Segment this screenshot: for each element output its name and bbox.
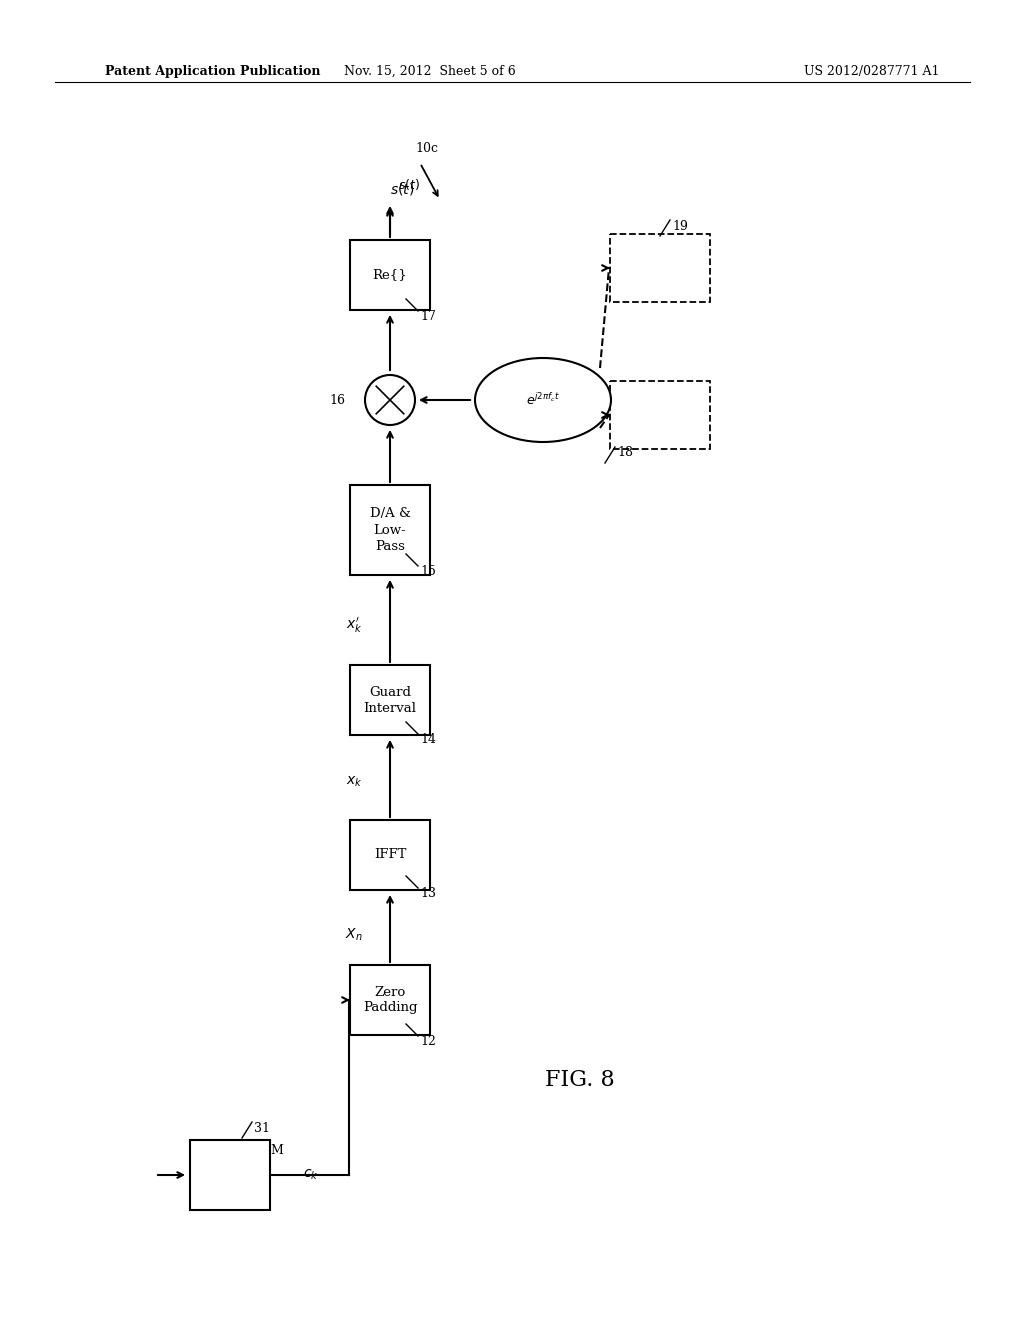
Text: 14: 14: [420, 733, 436, 746]
Bar: [350, 965, 430, 1035]
Bar: [350, 820, 430, 890]
Text: $s(t)$: $s(t)$: [398, 177, 420, 191]
Text: D/A &
Low-
Pass: D/A & Low- Pass: [370, 507, 411, 553]
Text: 15: 15: [420, 565, 436, 578]
Text: 12: 12: [420, 1035, 436, 1048]
Text: Patent Application Publication: Patent Application Publication: [105, 65, 321, 78]
Text: $X_n$: $X_n$: [345, 927, 362, 944]
Text: US 2012/0287771 A1: US 2012/0287771 A1: [805, 65, 940, 78]
Bar: [610, 381, 710, 449]
Bar: [350, 665, 430, 735]
Text: 18: 18: [617, 446, 633, 459]
Circle shape: [365, 375, 415, 425]
Ellipse shape: [475, 358, 611, 442]
Bar: [610, 234, 710, 302]
Text: Zero
Padding: Zero Padding: [362, 986, 417, 1015]
Text: $e^{j2\pi f_c t}$: $e^{j2\pi f_c t}$: [526, 392, 560, 408]
Text: 17: 17: [420, 310, 436, 323]
Bar: [350, 484, 430, 576]
Text: Nov. 15, 2012  Sheet 5 of 6: Nov. 15, 2012 Sheet 5 of 6: [344, 65, 516, 78]
Text: $x_k$: $x_k$: [346, 775, 362, 789]
Text: 10c: 10c: [415, 141, 438, 154]
Text: 16: 16: [329, 393, 345, 407]
Text: Re{}: Re{}: [373, 268, 408, 281]
Text: $c_k$: $c_k$: [303, 1168, 319, 1183]
Text: M: M: [270, 1143, 283, 1156]
Text: FIG. 8: FIG. 8: [545, 1069, 614, 1092]
Text: $x^{\prime}_k$: $x^{\prime}_k$: [346, 615, 362, 635]
Text: 13: 13: [420, 887, 436, 900]
Text: IFFT: IFFT: [374, 849, 407, 862]
Bar: [350, 240, 430, 310]
Bar: [190, 1140, 270, 1210]
Text: $s(t)$: $s(t)$: [390, 181, 415, 197]
Text: 31: 31: [254, 1122, 270, 1134]
Text: 19: 19: [672, 219, 688, 232]
Text: Guard
Interval: Guard Interval: [364, 685, 417, 714]
